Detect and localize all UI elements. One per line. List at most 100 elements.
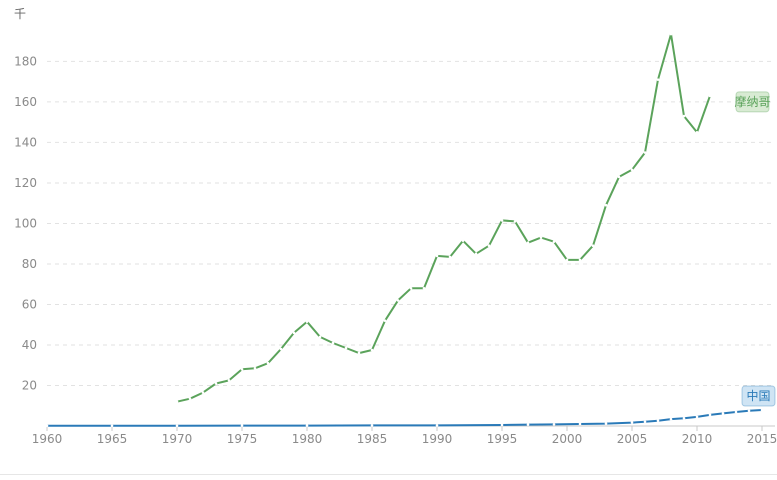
- data-point: [539, 236, 543, 239]
- data-point: [643, 420, 647, 424]
- y-tick-label: 80: [22, 257, 37, 271]
- y-tick-label: 20: [22, 378, 37, 392]
- series-label-box: [741, 385, 776, 407]
- data-point: [383, 319, 387, 322]
- x-tick-label: 2000: [552, 432, 583, 446]
- data-point: [513, 220, 517, 223]
- data-point: [279, 347, 283, 351]
- data-point: [565, 258, 569, 262]
- x-tick-label: 2015: [747, 432, 777, 446]
- x-tick-label: 1965: [97, 432, 128, 446]
- data-point: [292, 331, 296, 335]
- x-tick-label: 1995: [487, 432, 518, 446]
- data-point: [175, 424, 179, 428]
- series-line[interactable]: [47, 409, 763, 427]
- data-point: [448, 255, 452, 259]
- series-label: 摩纳哥: [734, 91, 771, 113]
- y-unit-label: 千: [14, 7, 26, 21]
- data-point: [747, 409, 751, 413]
- y-tick-label: 60: [22, 297, 37, 311]
- data-point: [422, 286, 426, 290]
- data-point: [45, 424, 49, 428]
- data-point: [630, 421, 634, 424]
- data-point: [487, 244, 491, 248]
- series-label-box: [735, 91, 770, 113]
- y-tick-label: 160: [14, 95, 37, 109]
- data-point: [266, 361, 270, 365]
- data-point: [578, 422, 582, 426]
- data-point: [708, 94, 712, 98]
- x-tick-label: 2005: [617, 432, 648, 446]
- data-point: [526, 241, 530, 244]
- data-point: [669, 417, 673, 421]
- data-point: [240, 424, 244, 427]
- data-point: [578, 258, 582, 262]
- data-point: [500, 423, 504, 427]
- data-point: [695, 415, 699, 419]
- y-tick-label: 140: [14, 135, 37, 149]
- data-point: [630, 168, 634, 172]
- data-point: [656, 78, 660, 81]
- data-point: [305, 424, 309, 427]
- data-point: [188, 397, 192, 400]
- data-point: [695, 131, 699, 134]
- data-point: [682, 417, 686, 420]
- data-point: [396, 299, 400, 302]
- x-axis: 1960 1965 1970 1975 1980 1985 1990 1995 2000 2005…: [32, 425, 777, 446]
- data-point: [552, 423, 556, 426]
- x-tick-label: 2010: [682, 432, 713, 446]
- x-tick-label: 1980: [292, 432, 323, 446]
- data-point: [526, 423, 530, 426]
- data-point: [643, 151, 647, 154]
- y-tick-label: 40: [22, 338, 37, 352]
- data-point: [370, 348, 374, 352]
- data-point: [591, 244, 595, 248]
- data-point: [318, 335, 322, 339]
- y-tick-label: 120: [14, 176, 37, 190]
- data-point: [721, 412, 725, 415]
- data-point: [552, 240, 556, 243]
- x-tick-label: 1975: [227, 432, 258, 446]
- data-point: [110, 424, 114, 428]
- data-point: [370, 424, 374, 427]
- series-label-text: 摩纳哥: [734, 94, 770, 109]
- data-point: [331, 341, 335, 345]
- gridlines: [47, 60, 775, 386]
- data-point: [175, 400, 179, 403]
- data-point: [734, 410, 738, 414]
- data-point: [656, 419, 660, 423]
- data-point: [682, 114, 686, 118]
- x-tick-label: 1985: [357, 432, 388, 446]
- data-point: [435, 254, 439, 258]
- data-point: [435, 424, 439, 427]
- data-point: [604, 203, 608, 207]
- x-tick-label: 1990: [422, 432, 453, 446]
- series-line[interactable]: [176, 33, 711, 403]
- data-point: [760, 408, 764, 412]
- y-tick-label: 180: [14, 54, 37, 68]
- data-point: [461, 239, 465, 242]
- data-point: [617, 175, 621, 179]
- x-tick-label: 1960: [32, 432, 63, 446]
- data-point: [500, 219, 504, 222]
- x-tick-label: 1970: [162, 432, 193, 446]
- y-tick-label: 100: [14, 216, 37, 230]
- data-point: [474, 252, 478, 256]
- data-point: [604, 422, 608, 425]
- data-point: [409, 286, 413, 290]
- data-point: [227, 379, 231, 382]
- data-point: [253, 366, 257, 370]
- data-point: [214, 382, 218, 385]
- series-label: 中国: [741, 385, 776, 407]
- data-point: [357, 351, 361, 355]
- data-point: [201, 391, 205, 394]
- y-axis: 20 40 60 80 100 120 140 160 180: [14, 54, 37, 392]
- data-point: [344, 346, 348, 350]
- data-point: [240, 367, 244, 371]
- data-point: [305, 320, 309, 323]
- data-point: [669, 32, 673, 36]
- data-point: [708, 413, 712, 417]
